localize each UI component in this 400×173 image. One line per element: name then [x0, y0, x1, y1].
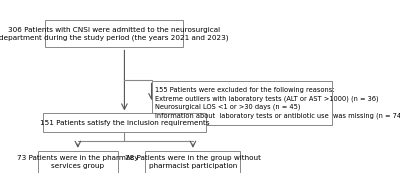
Text: 306 Patients with CNSI were admitted to the neurosurgical
department during the : 306 Patients with CNSI were admitted to … [0, 27, 229, 41]
FancyBboxPatch shape [146, 151, 240, 173]
Text: 155 Patients were excluded for the following reasons:
Extreme outliers with labo: 155 Patients were excluded for the follo… [155, 87, 400, 119]
FancyBboxPatch shape [44, 20, 183, 47]
Text: 151 Patients satisfy the inclusion requirements: 151 Patients satisfy the inclusion requi… [40, 120, 209, 126]
FancyBboxPatch shape [152, 81, 332, 125]
FancyBboxPatch shape [38, 151, 118, 173]
Text: 73 Patients were in the pharmacy
services group: 73 Patients were in the pharmacy service… [17, 155, 139, 169]
Text: 78 Patients were in the group without
pharmacist participation: 78 Patients were in the group without ph… [125, 155, 261, 169]
FancyBboxPatch shape [43, 113, 206, 132]
